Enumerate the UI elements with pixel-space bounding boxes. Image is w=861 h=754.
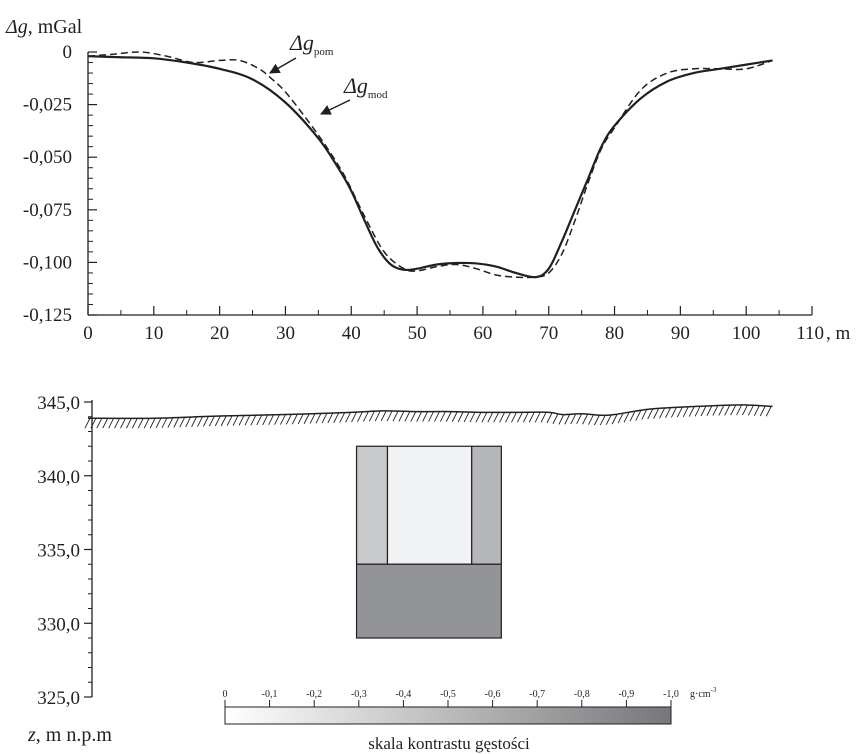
x-axis-unit: , m: [826, 323, 851, 344]
z-axis-label: z, m n.p.m: [27, 724, 112, 746]
gravity-anomaly-chart: Δg, mGal 0-0,025-0,050-0,075-0,100-0,125…: [5, 16, 851, 344]
x-tick-label: 40: [342, 323, 361, 344]
colorbar-tick-label: -0,5: [440, 689, 456, 700]
colorbar-tick-label: 0: [223, 689, 228, 700]
legend-dg-mod-arrow: [320, 99, 351, 115]
y-axis-symbol: Δg: [5, 16, 28, 38]
colorbar-tick-label: -1,0: [663, 689, 679, 700]
z-tick-label: 340,0: [37, 467, 80, 488]
colorbar-tick-label: -0,6: [485, 689, 501, 700]
series-mod-line: [87, 55, 773, 279]
legend-dg-pom-symbol: Δg: [289, 30, 314, 55]
z-ticks: 345,0 340,0 335,0 330,0 325,0: [37, 393, 92, 709]
colorbar-tick-label: -0,9: [618, 689, 634, 700]
legend-dg-pom-sub: pom: [314, 46, 334, 58]
colorbar-tick-label: -0,8: [574, 689, 590, 700]
x-tick-label: 30: [276, 323, 295, 344]
y-tick-label: -0,100: [23, 252, 72, 273]
x-tick-label: 60: [473, 323, 492, 344]
density-block-left-wall: [355, 445, 389, 565]
x-tick-label: 0: [83, 323, 93, 344]
y-tick-label: -0,025: [23, 95, 72, 116]
colorbar-ticks: 0 -0,1 -0,2 -0,3 -0,4 -0,5 -0,6 -0,7 -0,8 -0,9 -1,…: [223, 689, 679, 707]
y-axis-unit: , mGal: [28, 16, 83, 38]
legend-dg-pom-arrow: [269, 57, 297, 74]
legend-dg-mod-label: Δgmod: [343, 73, 388, 101]
z-axis-unit: , m n.p.m: [36, 724, 113, 746]
z-axis-symbol: z: [27, 724, 36, 746]
z-tick-label: 345,0: [37, 393, 80, 414]
x-tick-label: 110: [796, 323, 824, 344]
colorbar-tick-label: -0,3: [351, 689, 367, 700]
ground-surface-line: [87, 404, 773, 420]
colorbar-unit: g·cm-3: [690, 686, 717, 700]
y-ticks: 0 -0,025 -0,050 -0,075 -0,100 -0,125: [23, 42, 97, 326]
x-tick-label: 50: [408, 323, 427, 344]
legend-dg-mod-symbol: Δg: [343, 73, 368, 98]
colorbar-unit-text: g·cm: [690, 689, 711, 700]
density-block-right-wall: [471, 445, 502, 565]
x-ticks: 0 10 20 30 40 50 60 70 80 90 100 110: [83, 306, 824, 344]
ground-surface: [84, 404, 773, 429]
x-tick-label: 100: [732, 323, 761, 344]
z-tick-label: 325,0: [37, 688, 80, 709]
y-tick-label: -0,050: [23, 147, 72, 168]
y-tick-label: -0,125: [23, 305, 72, 326]
y-axis-label: Δg, mGal: [5, 16, 83, 38]
y-tick-label: 0: [63, 42, 73, 63]
z-tick-label: 335,0: [37, 541, 80, 562]
x-tick-label: 80: [605, 323, 624, 344]
x-tick-label: 70: [539, 323, 558, 344]
z-tick-label: 330,0: [37, 614, 80, 635]
colorbar-unit-sup: -3: [711, 686, 717, 694]
x-tick-label: 20: [210, 323, 229, 344]
colorbar-tick-label: -0,1: [262, 689, 278, 700]
density-contrast-colorbar: 0 -0,1 -0,2 -0,3 -0,4 -0,5 -0,6 -0,7 -0,8 -0,9 -1,…: [223, 686, 717, 753]
legend-dg-mod: Δgmod: [320, 73, 388, 115]
legend-dg-mod-sub: mod: [368, 89, 388, 101]
density-model-section: 345,0 340,0 335,0 330,0 325,0 z, m n.p.m: [27, 393, 773, 746]
x-tick-label: 90: [671, 323, 690, 344]
legend-dg-pom-label: Δgpom: [289, 30, 334, 58]
colorbar-tick-label: -0,2: [306, 689, 322, 700]
colorbar-gradient: [224, 706, 672, 725]
ground-hatching: [84, 404, 772, 429]
colorbar-tick-label: -0,4: [395, 689, 411, 700]
y-tick-label: -0,075: [23, 200, 72, 221]
x-tick-label: 10: [144, 323, 163, 344]
colorbar-title: skala kontrastu gęstości: [368, 734, 530, 753]
density-blocks: [355, 445, 502, 639]
series-pom-line: [87, 51, 773, 279]
colorbar-tick-label: -0,7: [529, 689, 545, 700]
density-block-center-void: [386, 445, 473, 565]
series-lines: [87, 51, 773, 279]
density-block-bottom-block: [355, 563, 502, 639]
legend-dg-pom: Δgpom: [269, 30, 334, 74]
